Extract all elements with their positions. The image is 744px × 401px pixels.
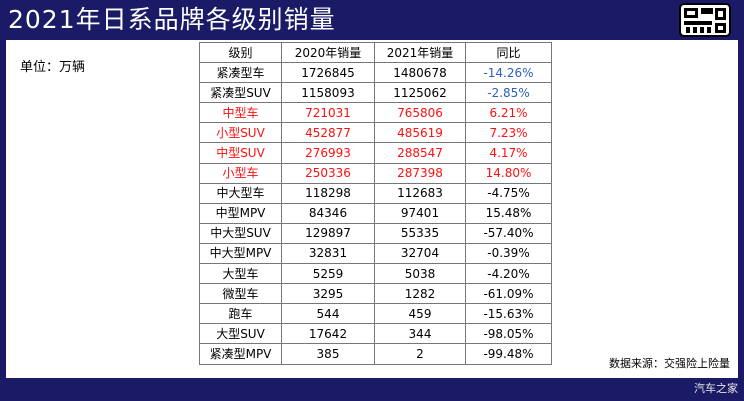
table-row: 小型车 250336 287398 14.80% [199,162,552,184]
cell-yoy: 7.23% [465,122,552,144]
cell-level: 中大型SUV [199,222,282,244]
cell-yoy: -15.63% [465,303,552,325]
cell-2020: 118298 [281,182,375,204]
table-row: 大型车 5259 5038 -4.20% [199,263,552,285]
cell-2020: 721031 [281,102,375,124]
col-header-yoy: 同比 [465,41,552,64]
cell-yoy: -0.39% [465,242,552,265]
cell-2020: 452877 [281,122,375,144]
cell-level: 小型车 [199,162,282,184]
cell-level: 微型车 [199,283,282,305]
col-header-level: 级别 [199,41,282,64]
cell-level: 大型SUV [199,323,282,345]
cell-level: 跑车 [199,303,282,325]
data-source-note: 数据来源：交强险上险量 [609,357,730,370]
cell-level: 紧凑型MPV [199,343,282,365]
cell-2020: 5259 [281,263,375,285]
cell-yoy: -4.75% [465,182,552,204]
table-row: 紧凑型车 1726845 1480678 -14.26% [199,62,552,84]
cell-2021: 55335 [374,222,466,244]
cell-yoy: -99.48% [465,343,552,365]
cell-2021: 288547 [374,142,466,164]
cell-2020: 84346 [281,202,375,224]
cell-2021: 765806 [374,102,466,124]
cell-2021: 1480678 [374,62,466,84]
cell-yoy: -57.40% [465,222,552,244]
table-row: 跑车 544 459 -15.63% [199,303,552,325]
cell-2021: 287398 [374,162,466,184]
cell-level: 中型MPV [199,202,282,224]
cell-level: 紧凑型SUV [199,82,282,104]
cell-level: 中大型MPV [199,242,282,265]
cell-2020: 129897 [281,222,375,244]
table-row: 中大型SUV 129897 55335 -57.40% [199,222,552,244]
pandian-logo-graphic [679,3,731,37]
table-row: 中大型车 118298 112683 -4.75% [199,182,552,204]
table-body: 紧凑型车 1726845 1480678 -14.26% 紧凑型SUV 1158093 11… [199,62,552,365]
cell-2021: 1282 [374,283,466,305]
cell-2020: 385 [281,343,375,365]
table-row: 中型MPV 84346 97401 15.48% [199,202,552,224]
cell-2020: 1158093 [281,82,375,104]
cell-2021: 112683 [374,182,466,204]
cell-level: 中型车 [199,102,282,124]
cell-yoy: -2.85% [465,82,552,104]
cell-level: 小型SUV [199,122,282,144]
cell-2021: 97401 [374,202,466,224]
cell-2021: 344 [374,323,466,345]
cell-2021: 32704 [374,242,466,265]
table-row: 中型SUV 276993 288547 4.17% [199,142,552,164]
cell-level: 中型SUV [199,142,282,164]
table-row: 中型车 721031 765806 6.21% [199,102,552,124]
cell-yoy: 14.80% [465,162,552,184]
table-row: 紧凑型MPV 385 2 -99.48% [199,343,552,365]
table-header-row: 级别 2020年销量 2021年销量 同比 [199,41,552,64]
cell-level: 紧凑型车 [199,62,282,84]
cell-2021: 2 [374,343,466,365]
cell-yoy: 4.17% [465,142,552,164]
cell-2021: 1125062 [374,82,466,104]
watermark: 汽车之家 [694,382,738,395]
content-panel: 单位：万辆 级别 2020年销量 2021年销量 同比 紧凑型车 1726845 1… [6,40,738,378]
cell-yoy: -61.09% [465,283,552,305]
cell-2020: 276993 [281,142,375,164]
cell-2020: 32831 [281,242,375,265]
cell-yoy: -98.05% [465,323,552,345]
cell-yoy: 6.21% [465,102,552,124]
cell-yoy: -14.26% [465,62,552,84]
cell-2020: 544 [281,303,375,325]
cell-2020: 17642 [281,323,375,345]
col-header-2021: 2021年销量 [374,41,466,64]
cell-2021: 459 [374,303,466,325]
cell-yoy: 15.48% [465,202,552,224]
table-row: 小型SUV 452877 485619 7.23% [199,122,552,144]
cell-2020: 3295 [281,283,375,305]
table-row: 中大型MPV 32831 32704 -0.39% [199,242,552,265]
cell-level: 中大型车 [199,182,282,204]
page-title: 2021年日系品牌各级别销量 [8,5,336,34]
unit-label: 单位：万辆 [20,60,86,75]
cell-2020: 1726845 [281,62,375,84]
table-row: 微型车 3295 1282 -61.09% [199,283,552,305]
cell-yoy: -4.20% [465,263,552,285]
cell-2021: 485619 [374,122,466,144]
table-row: 大型SUV 17642 344 -98.05% [199,323,552,345]
col-header-2020: 2020年销量 [281,41,375,64]
sales-table: 级别 2020年销量 2021年销量 同比 紧凑型车 1726845 1480678… [199,41,552,365]
cell-2021: 5038 [374,263,466,285]
pandian-logo [675,0,737,40]
cell-2020: 250336 [281,162,375,184]
table-row: 紧凑型SUV 1158093 1125062 -2.85% [199,82,552,104]
cell-level: 大型车 [199,263,282,285]
